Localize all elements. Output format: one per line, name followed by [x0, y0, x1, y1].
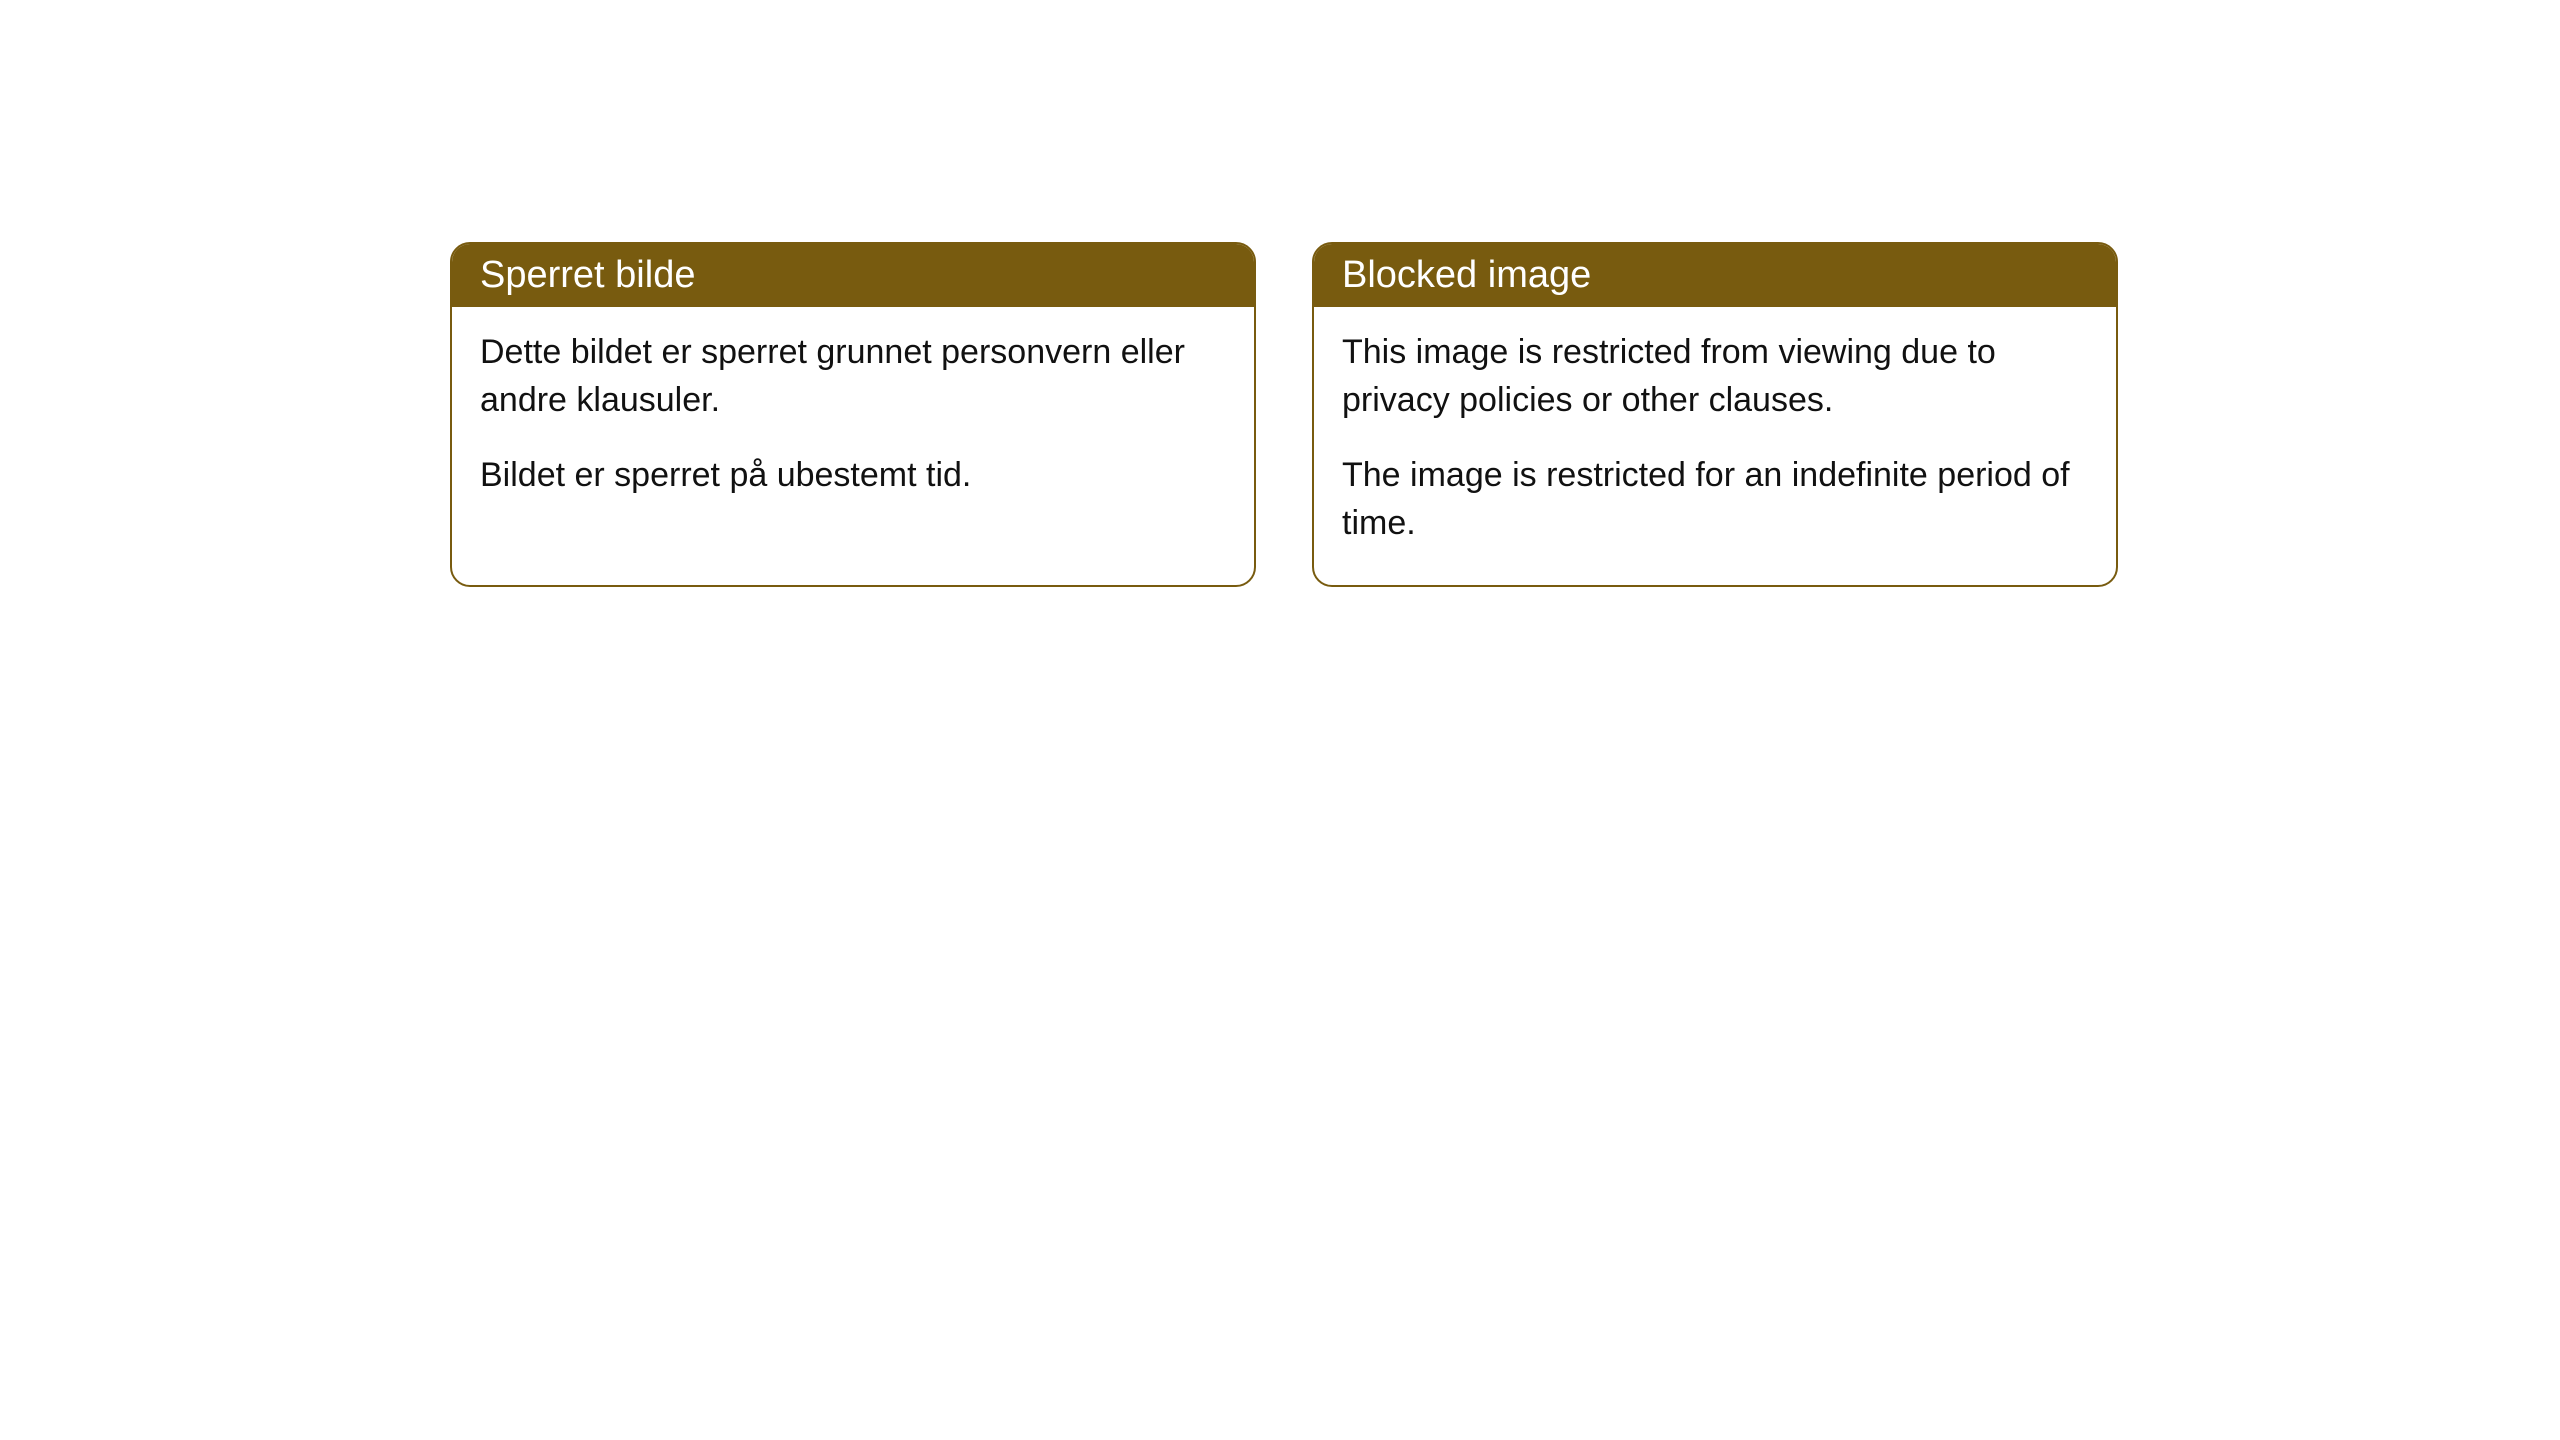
card-header: Sperret bilde — [452, 244, 1254, 307]
card-paragraph: The image is restricted for an indefinit… — [1342, 452, 2088, 547]
notice-card-english: Blocked image This image is restricted f… — [1312, 242, 2118, 587]
card-body: Dette bildet er sperret grunnet personve… — [452, 307, 1254, 538]
card-paragraph: This image is restricted from viewing du… — [1342, 329, 2088, 424]
card-header: Blocked image — [1314, 244, 2116, 307]
card-title: Blocked image — [1342, 254, 1591, 296]
card-paragraph: Dette bildet er sperret grunnet personve… — [480, 329, 1226, 424]
card-paragraph: Bildet er sperret på ubestemt tid. — [480, 452, 1226, 500]
notice-card-norwegian: Sperret bilde Dette bildet er sperret gr… — [450, 242, 1256, 587]
card-title: Sperret bilde — [480, 254, 695, 296]
card-body: This image is restricted from viewing du… — [1314, 307, 2116, 585]
notice-container: Sperret bilde Dette bildet er sperret gr… — [450, 242, 2118, 587]
